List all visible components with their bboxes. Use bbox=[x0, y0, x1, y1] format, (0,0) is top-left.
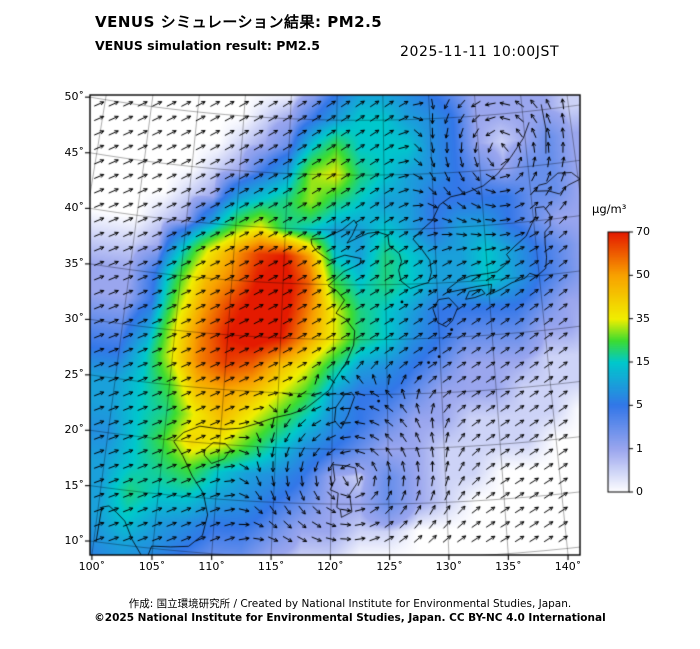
lon-tick-label: 140˚ bbox=[554, 560, 582, 573]
colorbar-tick-label: 0 bbox=[636, 485, 643, 498]
colorbar-tick-label: 1 bbox=[636, 441, 643, 455]
lat-tick-label: 40˚ bbox=[64, 201, 85, 215]
lat-tick-label: 10˚ bbox=[64, 534, 85, 547]
figure-title-english: VENUS simulation result: PM2.5 bbox=[95, 38, 320, 53]
colorbar-tick-label: 50 bbox=[636, 268, 650, 282]
lon-tick-label: 125˚ bbox=[376, 560, 403, 573]
lon-tick-label: 105˚ bbox=[138, 560, 166, 573]
lon-tick-label: 110˚ bbox=[198, 560, 225, 573]
lon-tick-label: 100˚ bbox=[78, 560, 106, 573]
colorbar-unit-label: μg/m³ bbox=[592, 202, 627, 216]
lat-tick-label: 45˚ bbox=[64, 145, 85, 159]
lat-tick-label: 15˚ bbox=[64, 478, 85, 492]
colorbar-tick-label: 15 bbox=[636, 355, 650, 368]
colorbar-tick-label: 35 bbox=[636, 311, 650, 325]
lat-tick-label: 25˚ bbox=[64, 367, 85, 381]
figure-title-japanese: VENUS シミュレーション結果: PM2.5 bbox=[95, 13, 383, 31]
lon-tick-label: 120˚ bbox=[317, 560, 344, 573]
license-line: ©2025 National Institute for Environment… bbox=[94, 612, 606, 624]
lon-tick-label: 115˚ bbox=[257, 560, 285, 573]
lon-tick-label: 130˚ bbox=[435, 560, 463, 573]
colorbar-tick-label: 70 bbox=[636, 225, 650, 238]
lon-tick-label: 135˚ bbox=[495, 560, 522, 573]
lat-tick-label: 20˚ bbox=[64, 423, 85, 437]
lat-tick-label: 30˚ bbox=[64, 312, 85, 326]
lat-tick-label: 35˚ bbox=[64, 256, 85, 270]
credit-line: 作成: 国立環境研究所 / Created by National Instit… bbox=[128, 598, 572, 610]
timestamp-label: 2025-11-11 10:00JST bbox=[400, 44, 560, 60]
lat-tick-label: 50˚ bbox=[64, 90, 85, 104]
colorbar-tick-label: 5 bbox=[636, 398, 643, 412]
